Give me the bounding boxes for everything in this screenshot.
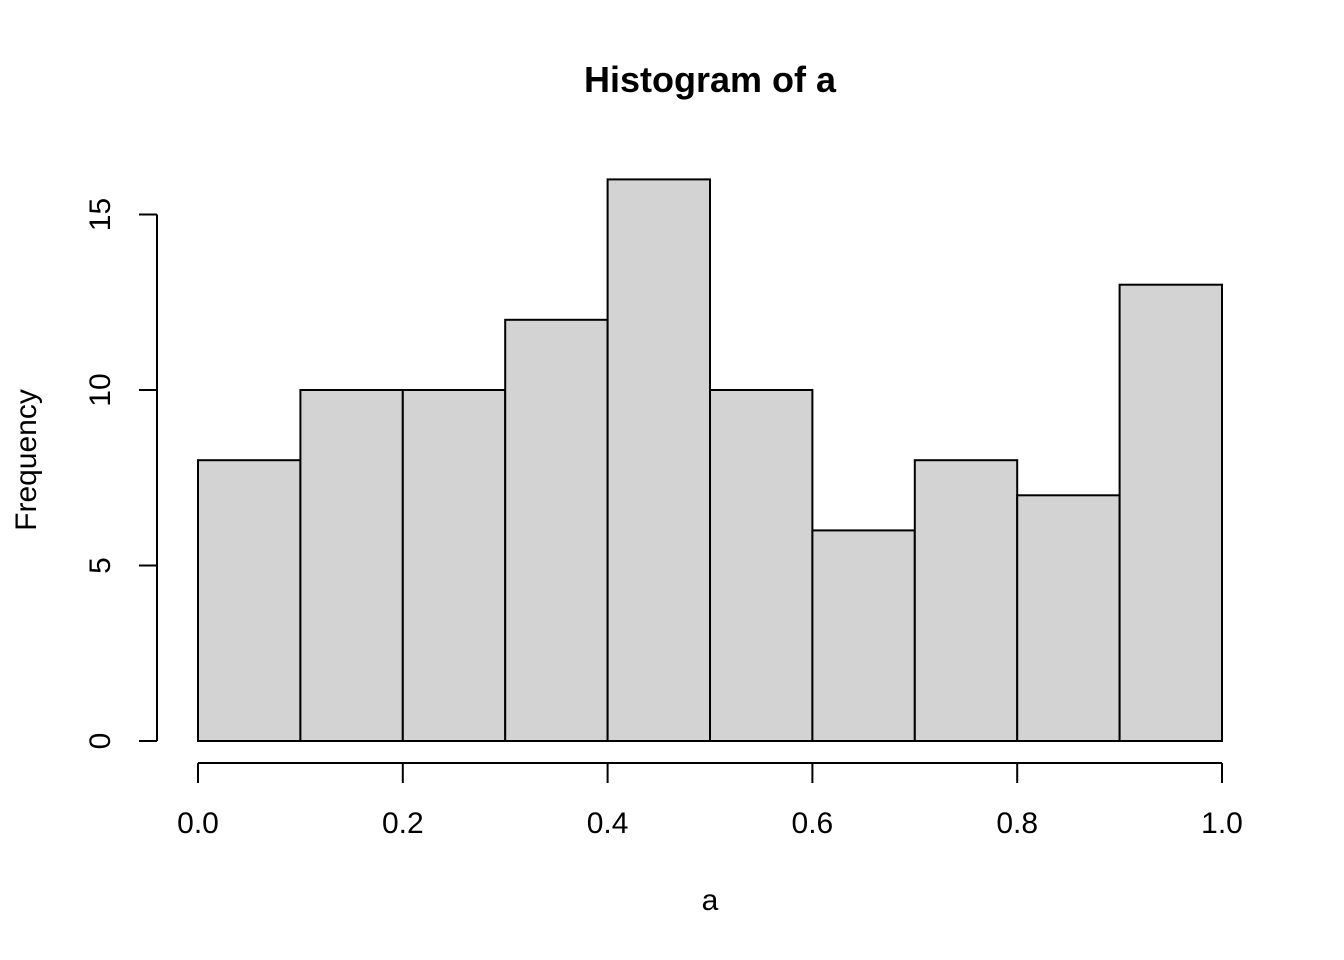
y-axis: 0 5 10 15 <box>84 198 158 750</box>
histogram-bar <box>197 459 302 742</box>
chart-title: Histogram of a <box>584 59 837 100</box>
histogram-bar <box>1118 283 1223 742</box>
histogram-bar <box>606 178 711 742</box>
x-tick-label: 0.4 <box>587 807 629 840</box>
x-tick-label: 0.0 <box>177 807 219 840</box>
histogram-bar <box>1016 494 1121 742</box>
histogram-bar <box>913 459 1019 742</box>
histogram-bar <box>401 389 507 742</box>
x-tick-label: 0.8 <box>996 807 1038 840</box>
x-tick-label: 0.2 <box>382 807 424 840</box>
x-axis-label: a <box>702 884 719 917</box>
histogram-bar <box>811 529 916 743</box>
x-tick-label: 0.6 <box>792 807 834 840</box>
y-axis-label: Frequency <box>10 389 43 531</box>
bars-group <box>197 178 1223 743</box>
y-tick-label: 5 <box>84 557 117 574</box>
histogram-bar <box>504 318 609 742</box>
x-tick-label: 1.0 <box>1201 807 1243 840</box>
histogram-bar <box>299 389 404 742</box>
y-tick-label: 15 <box>84 198 117 231</box>
x-axis: 0.0 0.2 0.4 0.6 0.8 1.0 <box>177 762 1243 840</box>
y-tick-label: 10 <box>84 373 117 406</box>
histogram-bar <box>709 389 814 742</box>
y-tick-label: 0 <box>84 733 117 750</box>
